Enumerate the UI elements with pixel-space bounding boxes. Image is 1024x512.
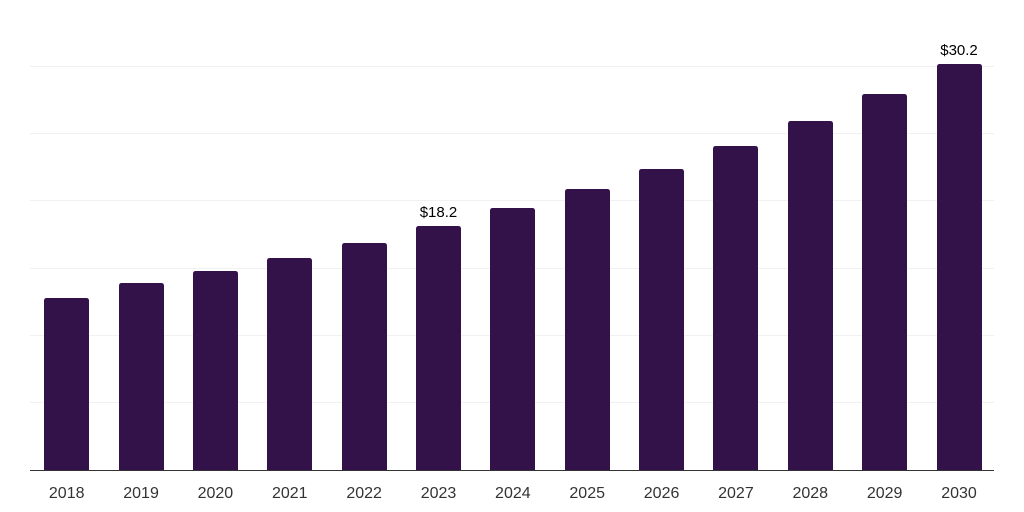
gridline-30	[30, 66, 994, 68]
x-axis-label-2028: 2028	[792, 485, 829, 502]
x-axis-label-2029: 2029	[866, 485, 903, 502]
x-axis-label-2022: 2022	[346, 485, 382, 502]
bar-value-label-2023: $18.2	[419, 203, 458, 221]
bar-2019	[118, 283, 164, 470]
bar-2026	[639, 169, 685, 470]
bar-2025	[564, 189, 610, 470]
bar-2024	[490, 208, 536, 470]
x-axis-label-2026: 2026	[643, 485, 680, 502]
x-axis-labels: 2018 2019 2020 2021 2022 2023 2024 2025 2026 2027…	[30, 485, 994, 507]
bar-2022	[341, 243, 387, 470]
x-axis-label-2019: 2019	[123, 485, 159, 502]
bar-value-label-2030: $30.2	[940, 42, 978, 60]
bar-2029	[862, 94, 908, 470]
x-axis-label-2021: 2021	[271, 485, 308, 502]
bar-2023	[415, 225, 461, 470]
bar-2027	[713, 146, 759, 470]
bar-2028	[787, 120, 833, 470]
bar-2018	[44, 298, 90, 470]
x-axis-label-2027: 2027	[718, 485, 754, 502]
bar-2030	[936, 64, 982, 470]
plot-area: $18.2 $30.2	[30, 0, 994, 471]
x-axis-label-2025: 2025	[569, 485, 605, 502]
gridline-25	[30, 133, 994, 135]
x-axis-label-2023: 2023	[420, 485, 457, 502]
x-axis-label-2024: 2024	[495, 485, 531, 502]
x-axis-label-2018: 2018	[48, 485, 85, 502]
bar-2020	[192, 271, 238, 470]
x-axis-label-2030: 2030	[941, 485, 977, 502]
x-axis-label-2020: 2020	[197, 485, 234, 502]
x-axis-line	[30, 469, 994, 471]
gridline-20	[30, 200, 994, 202]
bar-2021	[267, 257, 313, 470]
